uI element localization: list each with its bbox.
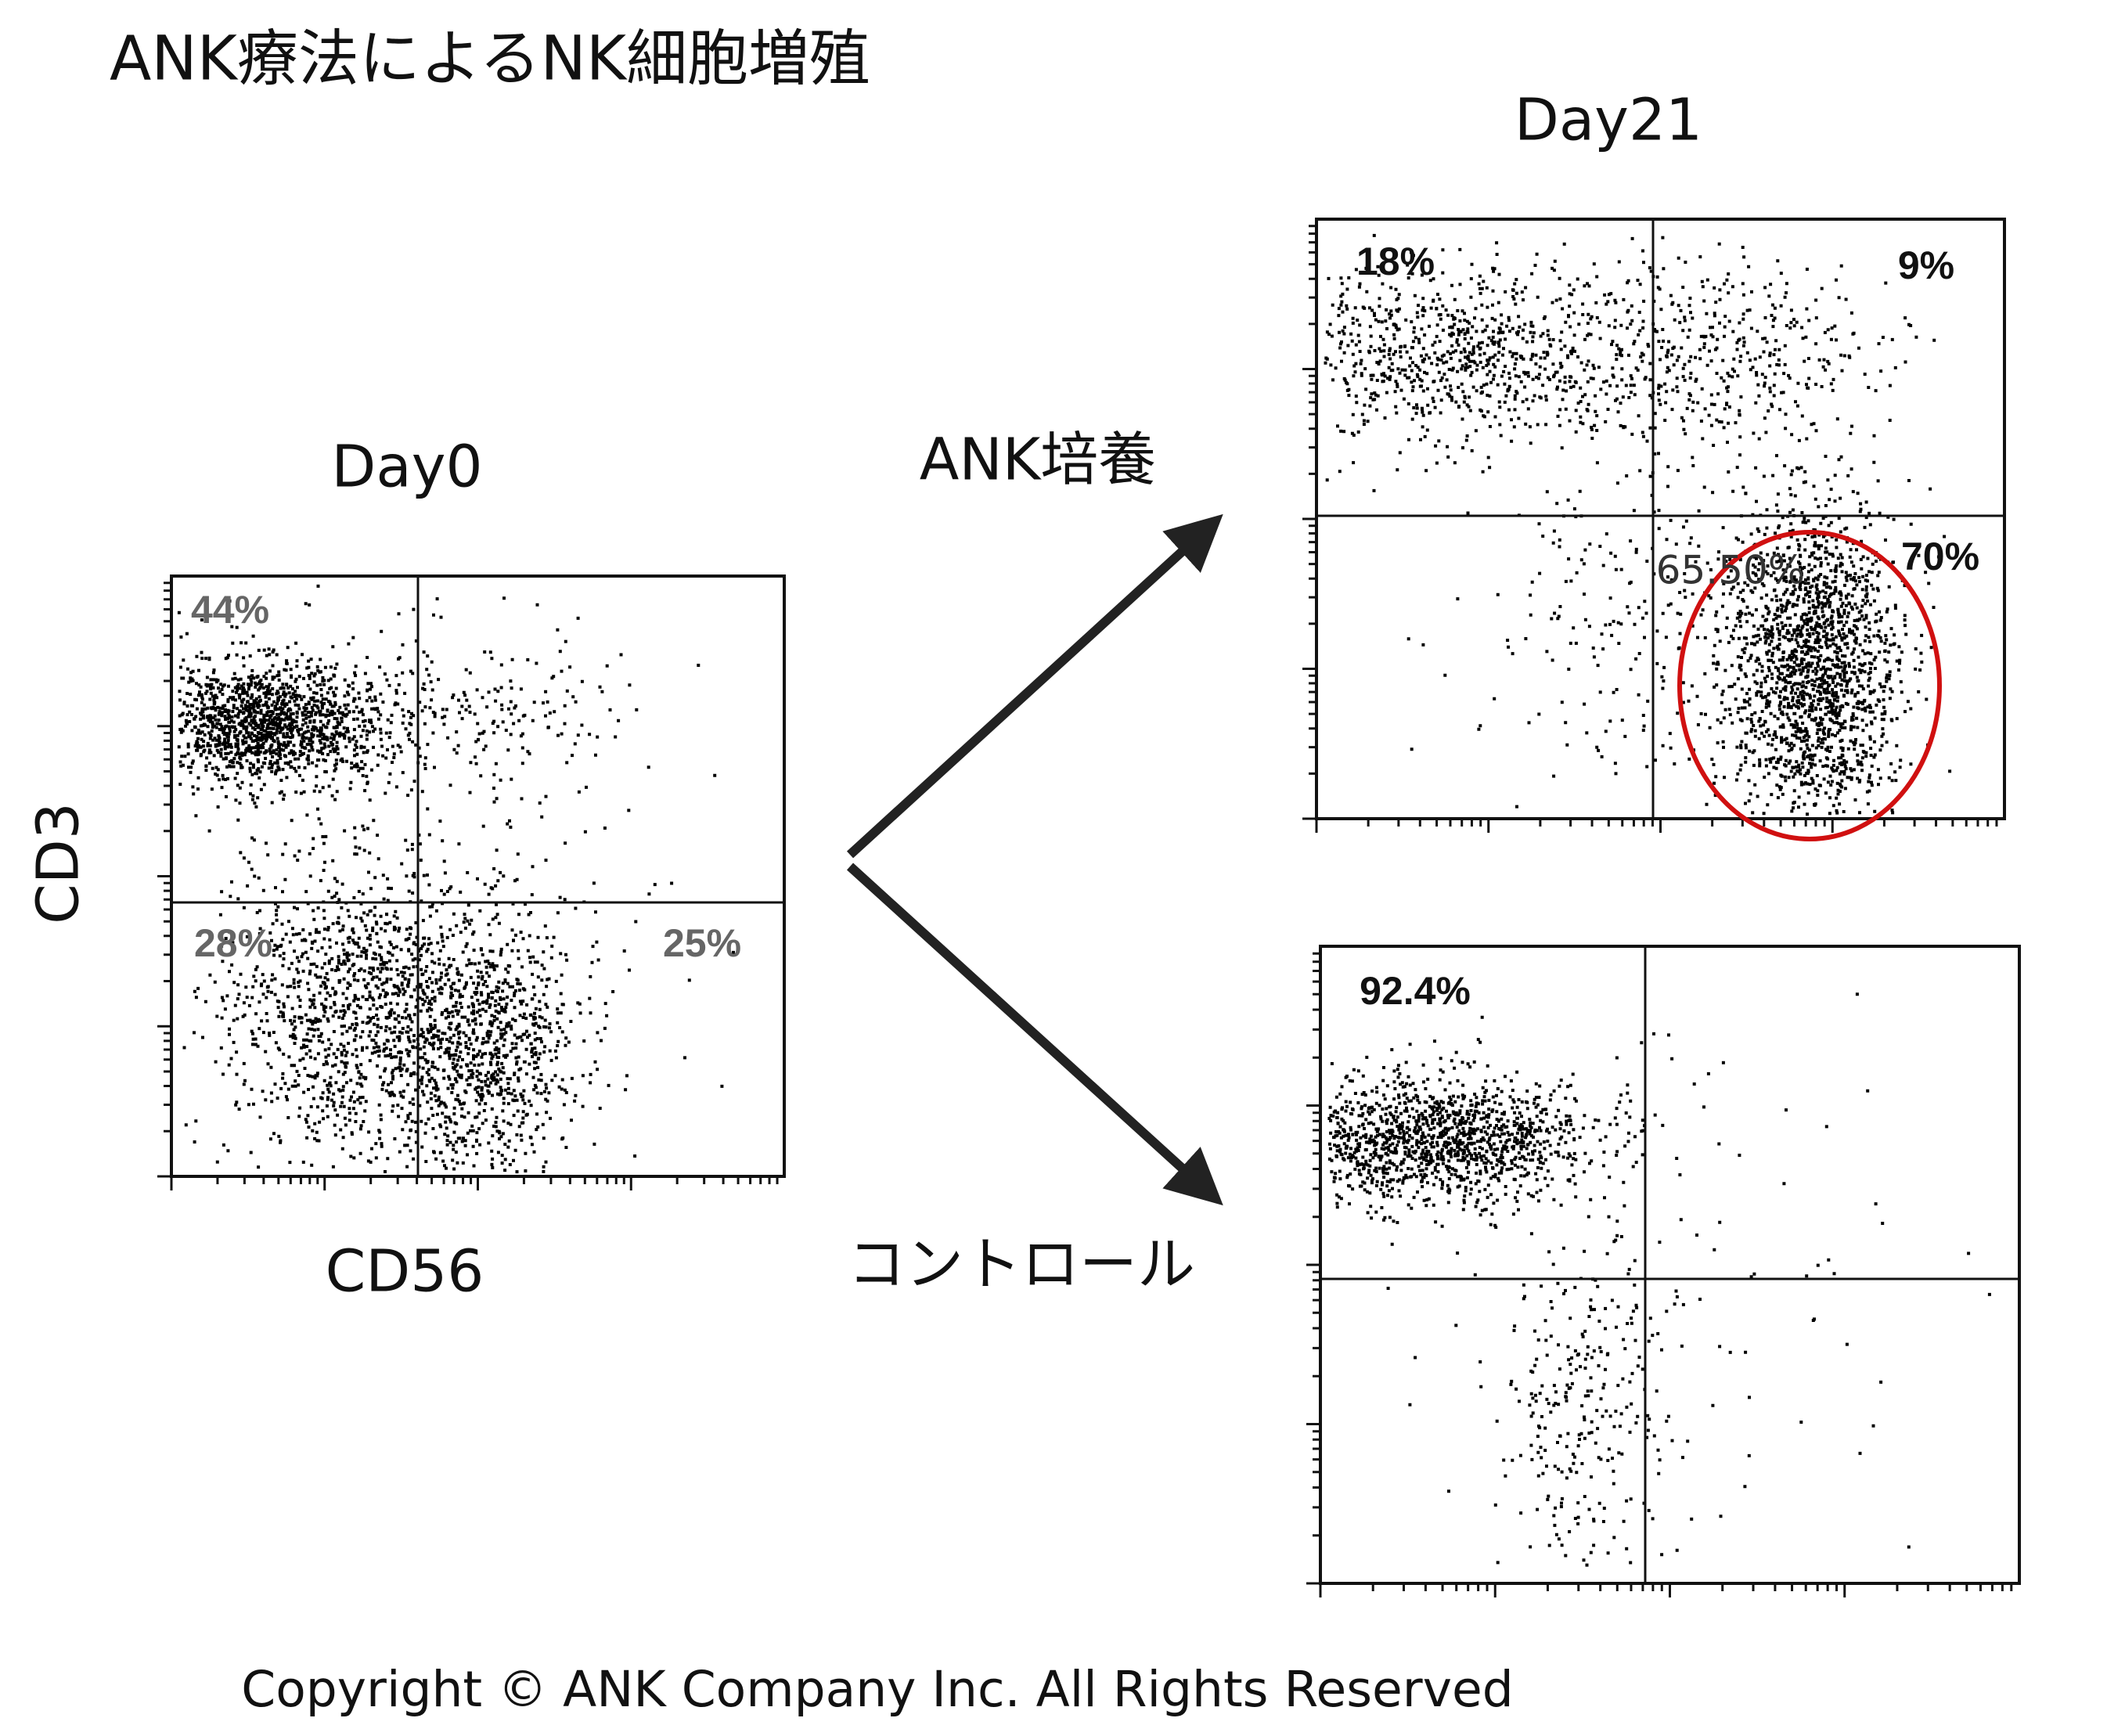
quadrant-label: 18% — [1356, 240, 1435, 283]
quadrant-label: 9% — [1898, 243, 1954, 287]
quadrant-label: 28% — [194, 921, 272, 965]
quadrant-label: 70% — [1901, 535, 1979, 578]
arrow-label: ANK培養 — [920, 427, 1157, 494]
event-dots — [1674, 429, 1952, 816]
event-dots — [333, 819, 691, 1174]
y-axis-label: CD3 — [25, 802, 92, 924]
gate-label: 65.50% — [1656, 548, 1806, 593]
gate-ellipse — [1677, 530, 1942, 841]
quadrant-label: 25% — [663, 921, 741, 965]
quadrant-label: 44% — [191, 588, 269, 632]
copyright: Copyright © ANK Company Inc. All Rights … — [241, 1661, 1513, 1718]
axis-ticks — [157, 225, 2013, 1597]
event-dots — [182, 787, 549, 1173]
scatter-dots — [177, 233, 1991, 1567]
tick-marks — [1302, 225, 1998, 833]
title: ANK療法によるNK細胞増殖 — [110, 23, 870, 94]
tick-marks — [157, 582, 779, 1190]
quadrant-label: 92.4% — [1360, 969, 1471, 1013]
event-dots — [1327, 1038, 1788, 1255]
tick-marks — [1306, 952, 2013, 1597]
event-dots — [177, 599, 460, 822]
arrow-label: コントロール — [848, 1231, 1195, 1298]
event-dots — [1475, 236, 1936, 478]
x-axis-label: CD56 — [326, 1238, 484, 1306]
arrow — [846, 513, 1223, 859]
arrow — [846, 863, 1223, 1206]
day21-label: Day21 — [1515, 87, 1702, 154]
day0-label: Day0 — [331, 434, 482, 501]
